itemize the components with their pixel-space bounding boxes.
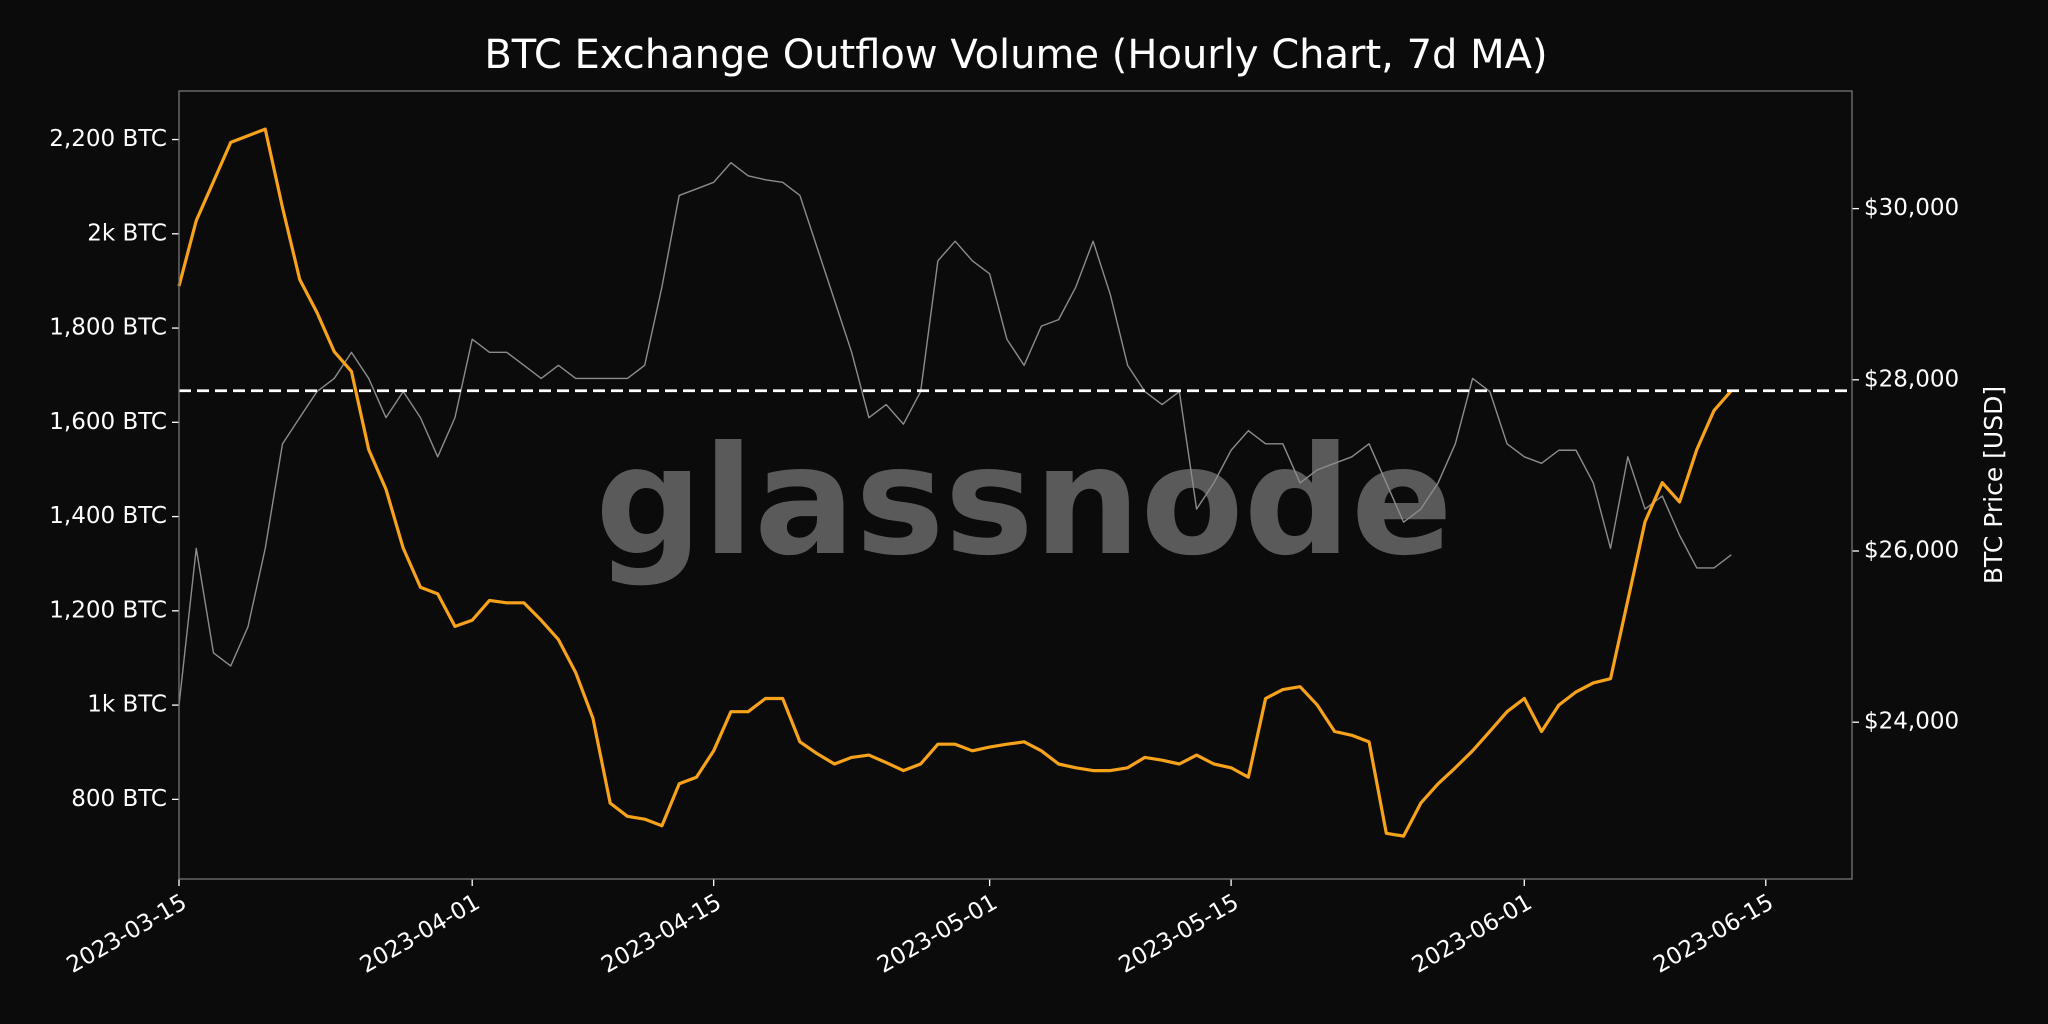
price-line	[178, 162, 1732, 706]
y-tick-label: 800 BTC	[71, 786, 167, 812]
outflow-line	[177, 127, 1733, 838]
y-tick-label: 2,200 BTC	[49, 126, 167, 152]
y-tick-label: 1,800 BTC	[49, 315, 167, 341]
y-tick-label: 1k BTC	[87, 692, 167, 718]
y-tick-label: 1,600 BTC	[49, 409, 167, 435]
y-tick-label: 1,200 BTC	[49, 597, 167, 623]
y-tick-label: 1,400 BTC	[49, 503, 167, 529]
y2-axis-label: BTC Price [USD]	[1979, 386, 2008, 584]
y2-tick-label: $30,000	[1864, 195, 1959, 221]
plot-frame	[178, 90, 1853, 880]
y2-tick-label: $24,000	[1864, 709, 1959, 735]
y2-tick-label: $28,000	[1864, 366, 1959, 392]
watermark: glassnode	[595, 415, 1453, 589]
chart-title: BTC Exchange Outflow Volume (Hourly Char…	[484, 32, 1547, 78]
y-tick-label: 2k BTC	[87, 220, 167, 246]
y2-tick-label: $26,000	[1864, 537, 1959, 563]
